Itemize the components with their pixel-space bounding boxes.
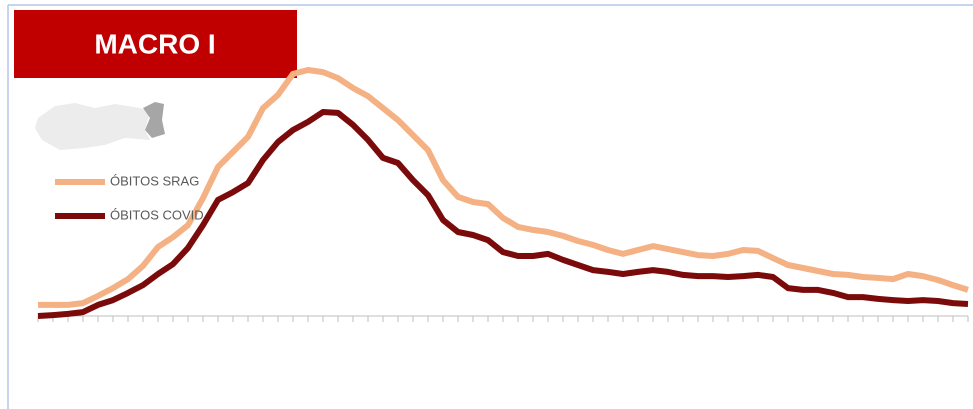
chart-title: MACRO I (94, 28, 215, 59)
map-region (35, 103, 150, 150)
title-box (14, 10, 297, 78)
map-highlight (143, 102, 165, 138)
series-line (38, 67, 969, 308)
legend-label: ÓBITOS COVID (110, 207, 204, 222)
legend-label: ÓBITOS SRAG (110, 173, 199, 188)
series-line (37, 109, 969, 319)
